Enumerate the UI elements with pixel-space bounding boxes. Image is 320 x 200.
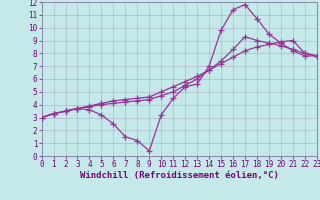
X-axis label: Windchill (Refroidissement éolien,°C): Windchill (Refroidissement éolien,°C) bbox=[80, 171, 279, 180]
